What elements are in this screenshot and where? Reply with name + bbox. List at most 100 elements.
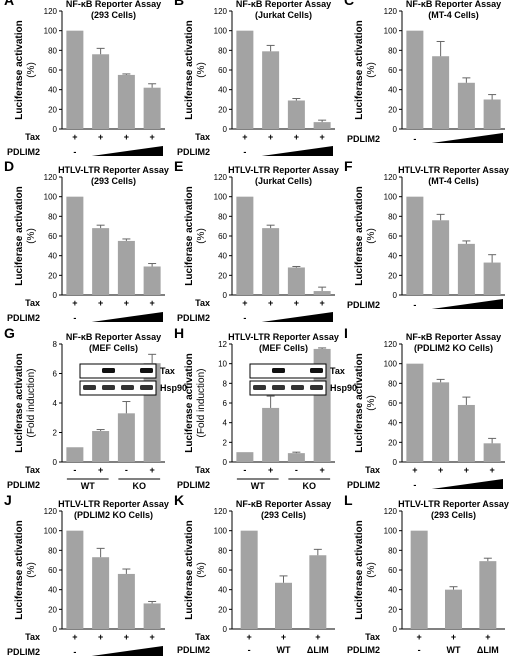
y-tick-label: 20 — [388, 271, 397, 280]
panel-h: H HTLV-LTR Reporter Assay(MEF Cells) Lucif… — [174, 325, 357, 491]
bar — [457, 243, 475, 295]
y-tick-label: 120 — [214, 7, 228, 16]
blot-frame — [79, 380, 157, 396]
row-label: Tax — [25, 132, 40, 142]
blot-band — [102, 385, 115, 390]
blot-band — [310, 368, 323, 373]
y-tick-label: 60 — [388, 66, 397, 75]
panel-letter: F — [344, 158, 353, 174]
pdlim2-minus: - — [413, 300, 416, 310]
y-tick-label: 60 — [218, 232, 227, 241]
panel-title: NF-κB Reporter Assay — [236, 499, 331, 509]
y-tick-label: 0 — [393, 625, 398, 634]
panel-title: HTLV-LTR Reporter Assay — [398, 165, 509, 175]
group-name: KO — [303, 481, 317, 491]
y-tick-label: 120 — [44, 173, 58, 182]
pdlim2-label: PDLIM2 — [7, 313, 40, 323]
bar — [483, 443, 501, 462]
y-axis-label: Luciferase activation — [184, 20, 195, 119]
row-item: + — [98, 465, 103, 475]
row-item: + — [242, 132, 247, 142]
blot-frame — [79, 363, 157, 379]
row-item: + — [242, 298, 247, 308]
blot-frame — [249, 363, 327, 379]
bar — [432, 382, 450, 462]
row-item: + — [72, 298, 77, 308]
y-tick-label: 0 — [223, 291, 228, 300]
pdlim2-minus: - — [243, 147, 246, 157]
group-label: PDLIM2 — [177, 480, 210, 490]
y-axis-label-unit: (%) — [366, 395, 377, 411]
y-axis-label-unit: (%) — [366, 62, 377, 78]
y-tick-label: 40 — [388, 586, 397, 595]
bar — [92, 228, 110, 295]
blot-band — [272, 368, 285, 373]
bar — [262, 51, 280, 129]
y-tick-label: 60 — [48, 232, 57, 241]
panel-letter: J — [4, 492, 12, 508]
panel-subtitle: (293 Cells) — [91, 10, 136, 20]
bar — [262, 228, 280, 295]
row-item: + — [319, 132, 324, 142]
bar — [275, 582, 292, 629]
pdlim2-label: PDLIM2 — [177, 147, 210, 157]
pdlim2-minus: - — [413, 480, 416, 490]
y-tick-label: 40 — [48, 586, 57, 595]
y-tick-label: 8 — [223, 379, 228, 388]
row-label: Tax — [25, 632, 40, 642]
row-label: Tax — [195, 298, 210, 308]
panel-l: L HTLV-LTR Reporter Assay(293 Cells) Lucif… — [344, 492, 509, 655]
bar — [236, 196, 254, 295]
titration-wedge — [91, 146, 163, 156]
panel-subtitle: (MEF Cells) — [259, 343, 308, 353]
y-tick-label: 120 — [44, 7, 58, 16]
row-item: WT — [277, 645, 291, 655]
bar — [406, 196, 424, 295]
row-item: + — [124, 298, 129, 308]
y-tick-label: 120 — [214, 173, 228, 182]
y-tick-label: 80 — [388, 46, 397, 55]
bar — [432, 220, 450, 295]
y-axis-label-unit: (%) — [26, 62, 37, 78]
panel-letter: I — [344, 325, 348, 341]
pdlim2-minus: - — [73, 147, 76, 157]
bar — [445, 589, 462, 629]
panel-i: I NF-κB Reporter Assay(PDLIM2 KO Cells) Lu… — [344, 325, 505, 490]
titration-wedge — [431, 299, 503, 309]
y-tick-label: 0 — [223, 125, 228, 134]
y-tick-label: 60 — [388, 566, 397, 575]
y-tick-label: 0 — [393, 458, 398, 467]
y-tick-label: 120 — [384, 173, 398, 182]
y-tick-label: 20 — [218, 105, 227, 114]
bar — [117, 573, 135, 629]
panel-k: K NF-κB Reporter Assay(293 Cells) Lucifera… — [174, 492, 335, 655]
bar — [483, 99, 501, 129]
y-tick-label: 20 — [388, 605, 397, 614]
group-name: KO — [133, 481, 147, 491]
y-axis-label-unit: (%) — [366, 562, 377, 578]
y-axis-label: Luciferase activation — [354, 353, 365, 452]
bar — [92, 431, 110, 462]
pdlim2-label: PDLIM2 — [347, 300, 380, 310]
panel-title: HTLV-LTR Reporter Assay — [58, 165, 169, 175]
panel-title: NF-κB Reporter Assay — [406, 0, 501, 9]
pdlim2-label: PDLIM2 — [347, 134, 380, 144]
panel-subtitle: (Jurkat Cells) — [255, 10, 312, 20]
row-item: + — [268, 465, 273, 475]
y-tick-label: 100 — [214, 27, 228, 36]
panel-f: F HTLV-LTR Reporter Assay(MT-4 Cells) Luci… — [344, 158, 509, 310]
row-label: PDLIM2 — [177, 645, 210, 655]
bar — [432, 56, 450, 129]
bar — [483, 262, 501, 295]
titration-wedge — [261, 312, 333, 322]
panel-title: HTLV-LTR Reporter Assay — [58, 499, 169, 509]
bar — [406, 30, 424, 130]
bar — [66, 30, 84, 130]
panel-subtitle: (293 Cells) — [431, 510, 476, 520]
row-label: Tax — [195, 132, 210, 142]
y-tick-label: 80 — [388, 379, 397, 388]
y-tick-label: 80 — [218, 46, 227, 55]
row-item: + — [319, 298, 324, 308]
row-item: + — [412, 465, 417, 475]
panel-letter: K — [174, 492, 184, 508]
